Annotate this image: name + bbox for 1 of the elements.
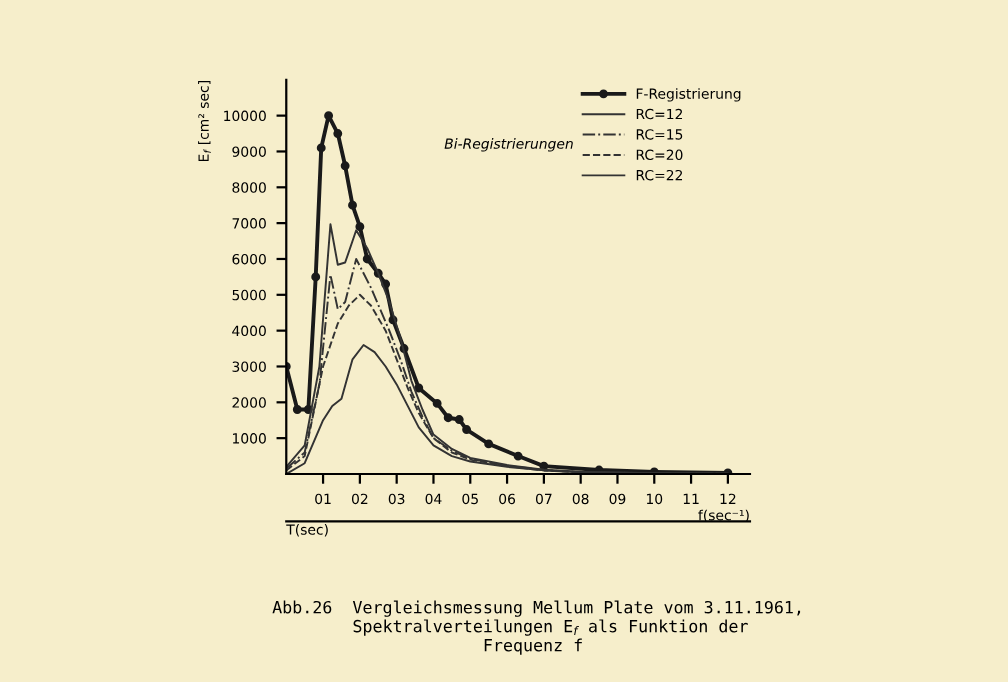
caption: Abb.26 Vergleichsmessung Mellum Plate vom 3.11.1961, Spektralverteilungen E$_{f}$ als Funktion der Frequenz f: [272, 600, 801, 655]
